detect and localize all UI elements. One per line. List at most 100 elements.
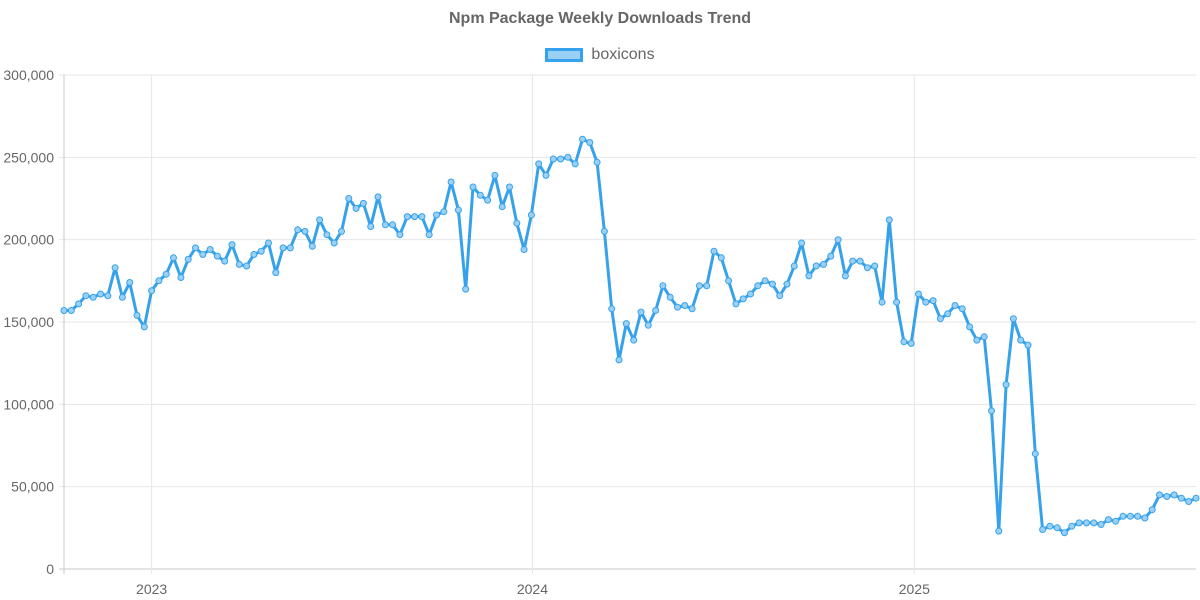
data-point bbox=[67, 307, 75, 314]
data-point bbox=[476, 191, 484, 199]
data-point bbox=[1031, 450, 1039, 458]
data-point bbox=[162, 270, 170, 278]
data-point bbox=[206, 246, 214, 253]
data-point bbox=[849, 257, 857, 265]
data-point bbox=[469, 183, 477, 191]
data-point bbox=[301, 227, 309, 235]
data-point bbox=[863, 264, 871, 272]
data-point bbox=[885, 216, 893, 224]
data-point bbox=[345, 195, 353, 202]
y-tick-label: 300,000 bbox=[3, 67, 54, 83]
data-point bbox=[893, 298, 901, 306]
x-tick-label: 2023 bbox=[136, 581, 167, 597]
data-point bbox=[834, 236, 842, 244]
data-point bbox=[97, 290, 104, 298]
data-point bbox=[184, 255, 192, 263]
data-point bbox=[995, 527, 1003, 535]
chart-title: Npm Package Weekly Downloads Trend bbox=[448, 10, 752, 27]
data-point bbox=[688, 305, 696, 313]
data-point bbox=[725, 277, 733, 285]
data-point bbox=[177, 274, 185, 281]
data-point bbox=[622, 320, 630, 328]
data-point bbox=[111, 264, 119, 272]
data-point bbox=[286, 244, 294, 252]
data-point bbox=[1170, 491, 1178, 499]
data-point bbox=[155, 277, 163, 285]
data-point bbox=[805, 272, 813, 280]
data-point bbox=[250, 251, 258, 258]
data-point bbox=[579, 135, 586, 143]
data-point bbox=[118, 293, 126, 301]
data-point bbox=[958, 305, 966, 313]
data-point bbox=[980, 333, 988, 341]
data-point bbox=[739, 295, 747, 303]
series-boxicons bbox=[60, 135, 1200, 537]
data-point bbox=[411, 213, 419, 221]
data-point bbox=[586, 139, 594, 146]
data-point bbox=[1126, 512, 1134, 520]
y-tick-label: 100,000 bbox=[3, 396, 54, 412]
data-point bbox=[652, 307, 660, 314]
data-point bbox=[462, 285, 470, 293]
data-point bbox=[513, 219, 521, 227]
data-point bbox=[717, 254, 725, 262]
data-point bbox=[1112, 517, 1120, 525]
data-point bbox=[1192, 494, 1200, 502]
data-point bbox=[352, 204, 360, 212]
data-point bbox=[1185, 498, 1193, 505]
data-point bbox=[1177, 494, 1185, 502]
data-point bbox=[1046, 522, 1054, 530]
data-point bbox=[447, 178, 455, 186]
data-point bbox=[659, 282, 667, 290]
data-point bbox=[170, 254, 177, 262]
data-point bbox=[527, 211, 535, 219]
data-point bbox=[827, 252, 835, 260]
data-point bbox=[710, 247, 718, 255]
data-point bbox=[900, 338, 908, 346]
data-point bbox=[1090, 519, 1098, 527]
data-point bbox=[666, 293, 674, 301]
data-point bbox=[608, 305, 616, 313]
data-point bbox=[768, 280, 776, 288]
data-point bbox=[338, 227, 345, 235]
data-point bbox=[367, 223, 375, 230]
data-point bbox=[374, 193, 382, 201]
data-point bbox=[418, 213, 426, 221]
data-point bbox=[1061, 529, 1068, 537]
data-point bbox=[506, 183, 513, 191]
data-point bbox=[776, 292, 784, 300]
data-point bbox=[228, 241, 236, 249]
series-line bbox=[64, 137, 1197, 535]
data-point bbox=[790, 262, 798, 270]
legend[interactable]: boxicons bbox=[0, 46, 1200, 64]
data-point bbox=[1083, 519, 1090, 527]
data-point bbox=[89, 293, 97, 301]
data-point bbox=[60, 307, 68, 314]
data-point bbox=[221, 257, 229, 265]
data-point bbox=[783, 280, 791, 288]
data-point bbox=[396, 231, 404, 239]
data-point bbox=[944, 310, 952, 318]
data-point bbox=[644, 321, 652, 329]
data-point bbox=[1075, 519, 1083, 527]
data-point bbox=[1148, 506, 1156, 514]
data-point bbox=[1053, 524, 1061, 532]
data-point bbox=[841, 272, 849, 280]
data-point bbox=[1024, 341, 1032, 349]
data-point bbox=[732, 300, 740, 308]
data-point bbox=[871, 262, 879, 270]
data-point bbox=[637, 308, 645, 316]
data-point bbox=[403, 213, 411, 221]
data-point bbox=[148, 287, 156, 295]
data-point bbox=[243, 262, 251, 270]
data-point bbox=[615, 356, 623, 364]
data-point bbox=[498, 203, 506, 211]
data-point bbox=[491, 171, 499, 179]
data-point bbox=[878, 298, 886, 306]
data-point bbox=[265, 239, 272, 247]
data-point bbox=[1017, 336, 1025, 344]
x-tick-label: 2025 bbox=[899, 581, 930, 597]
data-point bbox=[323, 231, 331, 239]
data-point bbox=[1039, 526, 1047, 533]
